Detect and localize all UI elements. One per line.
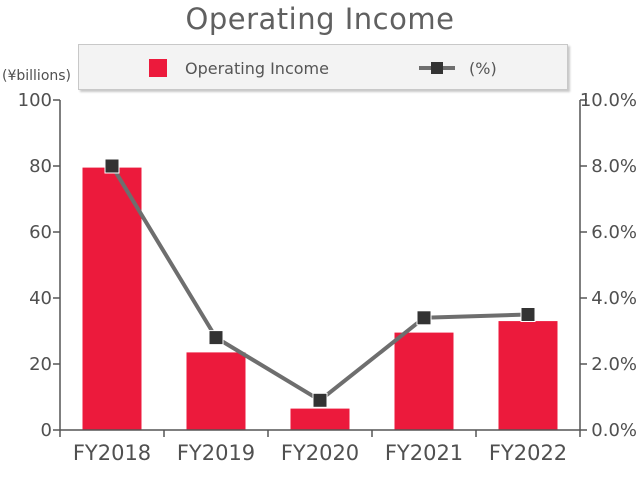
percent-point-fy2021 (416, 310, 432, 326)
y-left-tick-label: 0 (41, 420, 52, 441)
x-tick-label: FY2022 (489, 441, 567, 465)
y-right-tick-label: 10.0% (580, 90, 637, 111)
bar-fy2022 (498, 321, 558, 430)
legend-label-operating-income: Operating Income (185, 58, 329, 78)
bar-fy2019 (186, 352, 246, 430)
bars-group (82, 167, 558, 430)
axes-group: 0 20 40 60 80 100 0.0% 2.0% 4.0% 6.0% 8.0% 10.0% FY2… (18, 90, 637, 465)
bar-fy2020 (290, 408, 350, 430)
percent-point-fy2019 (208, 330, 224, 346)
legend: Operating Income (%) (78, 44, 568, 90)
x-tick-label: FY2020 (281, 441, 359, 465)
bar-fy2021 (394, 332, 454, 430)
percent-point-fy2022 (520, 307, 536, 322)
y-right-tick-label: 2.0% (591, 354, 637, 375)
y-right-tick-label: 4.0% (591, 288, 637, 309)
y-left-tick-label: 80 (29, 156, 52, 177)
y-left-tick-label: 20 (29, 354, 52, 375)
percent-line (110, 164, 529, 403)
chart-title: Operating Income (185, 2, 455, 36)
y-axis-unit-label: (¥billions) (2, 68, 72, 84)
legend-bar-swatch (149, 59, 167, 77)
legend-item-operating-income: Operating Income (149, 45, 329, 91)
x-tick-label: FY2018 (73, 441, 151, 465)
y-left-tick-label: 60 (29, 222, 52, 243)
x-tick-label: FY2021 (385, 441, 463, 465)
legend-label-percent: (%) (469, 58, 497, 78)
y-left-tick-label: 100 (18, 90, 52, 111)
legend-item-percent: (%) (419, 45, 497, 91)
y-left-tick-label: 40 (29, 288, 52, 309)
y-right-tick-label: 8.0% (591, 156, 637, 177)
percent-point-fy2020 (312, 392, 328, 408)
y-right-tick-label: 6.0% (591, 222, 637, 243)
x-tick-label: FY2019 (177, 441, 255, 465)
bar-fy2018 (82, 167, 142, 430)
line-series-group (104, 158, 536, 408)
percent-point-fy2018 (104, 158, 120, 174)
legend-line-marker-icon (419, 62, 455, 74)
y-right-tick-label: 0.0% (591, 420, 637, 441)
